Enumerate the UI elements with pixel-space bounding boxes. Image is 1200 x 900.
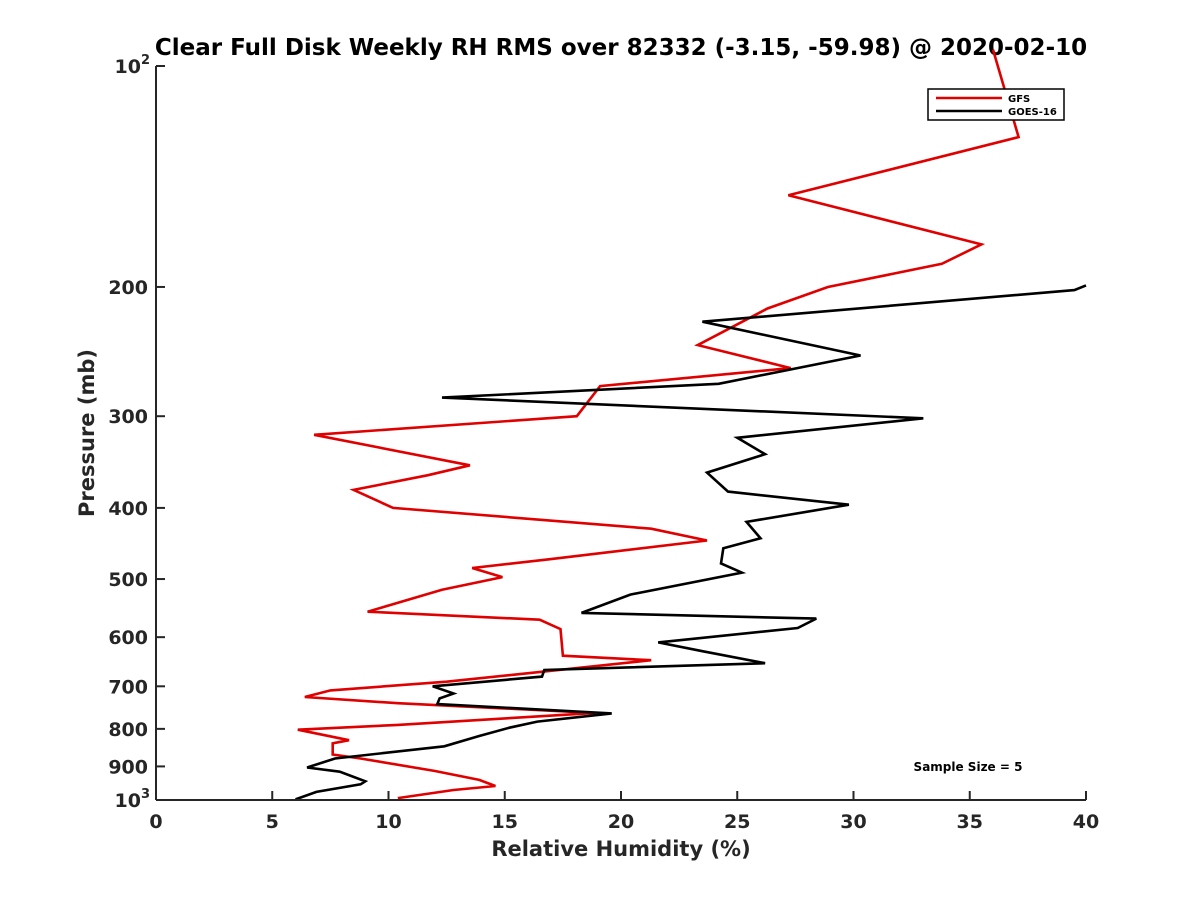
- x-tick-label: 30: [840, 811, 866, 833]
- series-line-goes-16: [295, 284, 1087, 801]
- y-tick-label: 700: [108, 676, 148, 698]
- y-tick-label: 500: [108, 569, 148, 591]
- x-tick-label: 20: [608, 811, 634, 833]
- x-tick-label: 25: [724, 811, 750, 833]
- y-tick-label: 300: [108, 406, 148, 428]
- y-tick-label: 800: [108, 719, 148, 741]
- y-axis-title: Pressure (mb): [75, 349, 99, 517]
- chart-title: Clear Full Disk Weekly RH RMS over 82332…: [155, 35, 1087, 61]
- x-axis-title: Relative Humidity (%): [491, 837, 750, 861]
- y-tick-label: 103: [115, 787, 151, 812]
- y-tick-label: 600: [108, 627, 148, 649]
- x-tick-label: 35: [957, 811, 983, 833]
- legend: GFS GOES-16: [927, 88, 1065, 121]
- x-tick-label: 40: [1073, 811, 1099, 833]
- y-tick-label: 200: [108, 277, 148, 299]
- x-tick-label: 15: [492, 811, 518, 833]
- legend-label: GOES-16: [1008, 107, 1057, 118]
- y-tick-label: 400: [108, 498, 148, 520]
- sample-size-annotation: Sample Size = 5: [914, 760, 1023, 774]
- legend-box: [927, 88, 1065, 121]
- y-tick-label: 900: [108, 756, 148, 778]
- y-tick-label: 102: [115, 53, 151, 78]
- legend-label: GFS: [1008, 94, 1030, 105]
- x-tick-label: 5: [266, 811, 279, 833]
- series-line-gfs: [297, 49, 1021, 800]
- series-layer: [295, 49, 1087, 801]
- x-tick-label: 0: [149, 811, 162, 833]
- axes-layer: 0 5 10 15 20 25 30 35 40 102 200 300 400 500 600 700 800…: [108, 53, 1099, 833]
- x-tick-label: 10: [375, 811, 401, 833]
